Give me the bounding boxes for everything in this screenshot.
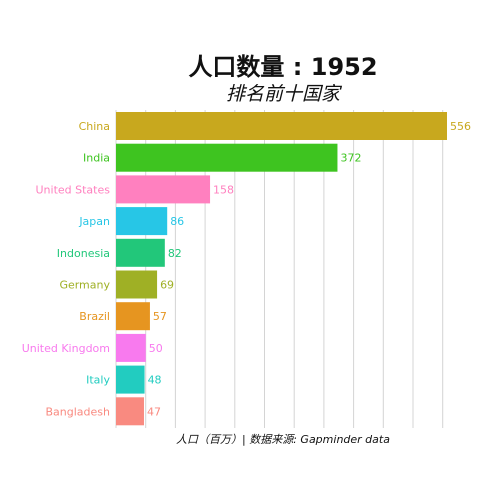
category-label: United States [36,183,111,196]
value-label: 372 [340,152,361,165]
category-label: India [83,152,110,165]
category-label: Italy [86,374,110,387]
category-label: United Kingdom [22,342,110,355]
value-label: 69 [160,279,174,292]
labels: China 556 India 372 United States 158 Japan 86 I… [22,120,471,418]
bar-brazil [116,302,150,331]
bar-india [116,143,338,172]
category-label: Japan [78,215,110,228]
chart-title: 人口数量 : 1952 [188,53,377,81]
value-label: 47 [147,405,161,418]
bars [116,112,447,426]
chart-caption: 人口（百万）| 数据来源: Gapminder data [176,433,390,446]
value-label: 50 [149,342,163,355]
category-label: Bangladesh [46,405,111,418]
value-label: 57 [153,310,167,323]
value-label: 556 [450,120,471,133]
category-label: Germany [59,279,110,292]
value-label: 82 [168,247,182,260]
chart-subtitle: 排名前十国家 [226,83,343,105]
value-label: 86 [170,215,184,228]
bar-indonesia [116,238,165,267]
category-label: Brazil [79,310,110,323]
bar-united-kingdom [116,333,146,362]
bar-italy [116,365,145,394]
value-label: 158 [213,183,234,196]
bar-china [116,112,447,140]
bar-japan [116,207,168,236]
bar-united-states [116,175,211,204]
bar-germany [116,270,158,299]
bar-bangladesh [116,397,144,426]
category-label: China [79,120,110,133]
category-label: Indonesia [57,247,110,260]
value-label: 48 [148,374,162,387]
